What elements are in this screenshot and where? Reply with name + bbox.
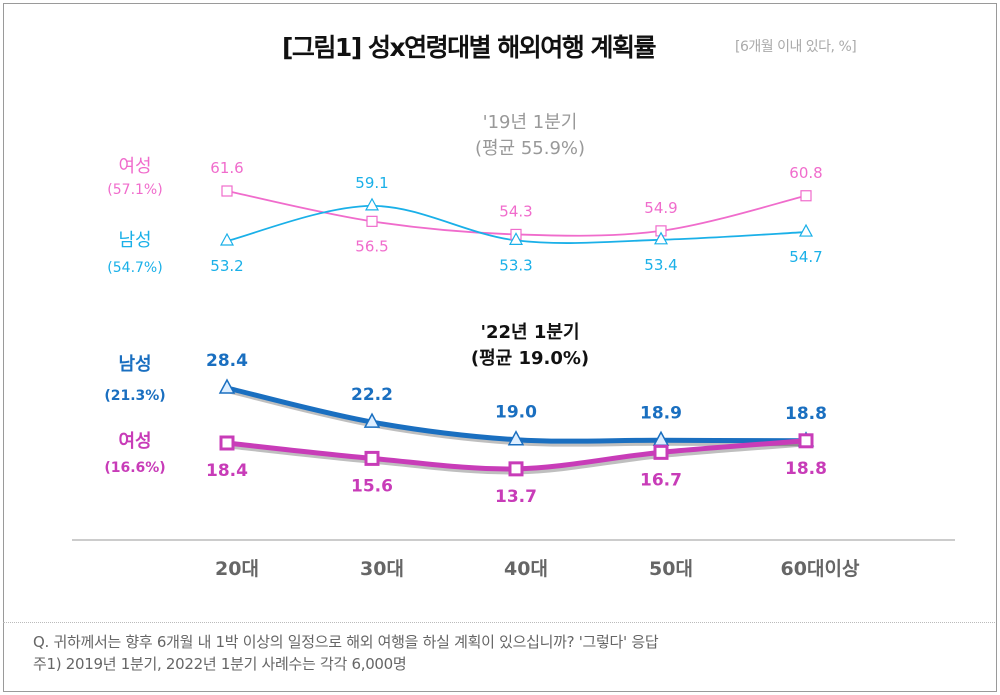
series-name: 여성: [118, 156, 151, 177]
data-point-triangle: [364, 197, 380, 211]
series-name: 남성: [118, 354, 151, 375]
data-label: 13.7: [495, 487, 537, 507]
data-label: 16.7: [640, 470, 682, 490]
data-point-square: [364, 450, 380, 466]
data-label: 15.6: [351, 476, 393, 496]
data-label: 53.3: [499, 256, 532, 274]
data-label: 56.5: [355, 237, 388, 255]
chart-title: [그림1] 성x연령대별 해외여행 계획률: [282, 33, 656, 62]
series-name: 남성: [118, 230, 151, 251]
panel-subtitle: (평균 55.9%): [475, 138, 585, 159]
data-point-triangle: [363, 412, 381, 428]
data-label: 59.1: [355, 174, 388, 192]
data-label: 18.9: [640, 403, 682, 423]
panel-title: '19년 1분기: [483, 112, 578, 133]
data-label: 61.6: [210, 159, 243, 177]
data-label: 60.8: [789, 164, 822, 182]
footer-note: 주1) 2019년 1분기, 2022년 1분기 사례수는 각각 6,000명: [33, 655, 407, 673]
data-point-triangle: [219, 232, 235, 246]
footer-question: Q. 귀하께서는 향후 6개월 내 1박 이상의 일정으로 해외 여행을 하실 …: [33, 633, 659, 651]
data-label: 18.4: [206, 461, 248, 481]
data-label: 18.8: [785, 459, 827, 479]
x-tick-label: 50대: [649, 558, 693, 580]
data-label: 53.4: [644, 256, 677, 274]
series-average: (16.6%): [104, 460, 165, 476]
x-tick-label: 30대: [360, 558, 404, 580]
data-point-square: [653, 444, 669, 460]
data-point-triangle: [507, 430, 525, 446]
data-point-triangle: [798, 223, 814, 237]
data-label: 53.2: [210, 257, 243, 275]
data-label: 18.8: [785, 404, 827, 424]
data-point-square: [219, 435, 235, 451]
data-point-triangle: [508, 232, 524, 245]
data-point-triangle: [653, 231, 669, 245]
footer: Q. 귀하께서는 향후 6개월 내 1박 이상의 일정으로 해외 여행을 하실 …: [3, 622, 995, 675]
data-label: 22.2: [351, 385, 393, 405]
series-name: 여성: [118, 431, 151, 452]
line-chart: '19년 1분기 (평균 55.9%) 여성 (57.1%) 남성 (54.7%) 61.6…: [72, 112, 955, 580]
panel-subtitle: (평균 19.0%): [471, 348, 589, 369]
data-point-square: [798, 433, 814, 449]
x-tick-label: 40대: [504, 558, 548, 580]
data-point-square: [800, 190, 812, 202]
x-tick-label: 20대: [215, 558, 259, 580]
series-average: (57.1%): [107, 182, 162, 198]
data-label: 54.7: [789, 248, 822, 266]
data-label: 28.4: [206, 351, 248, 371]
data-label: 19.0: [495, 403, 537, 423]
data-label: 54.9: [644, 199, 677, 217]
series-average: (54.7%): [107, 260, 162, 276]
data-point-square: [508, 461, 524, 477]
series-average: (21.3%): [104, 388, 165, 404]
chart-frame: [3, 3, 997, 692]
x-tick-label: 60대이상: [781, 558, 860, 580]
data-point-square: [221, 185, 233, 197]
panel-title: '22년 1분기: [480, 322, 579, 343]
data-label: 54.3: [499, 202, 532, 220]
data-point-triangle: [218, 378, 236, 394]
unit-note: [6개월 이내 있다, %]: [735, 39, 857, 55]
data-point-square: [366, 215, 378, 227]
